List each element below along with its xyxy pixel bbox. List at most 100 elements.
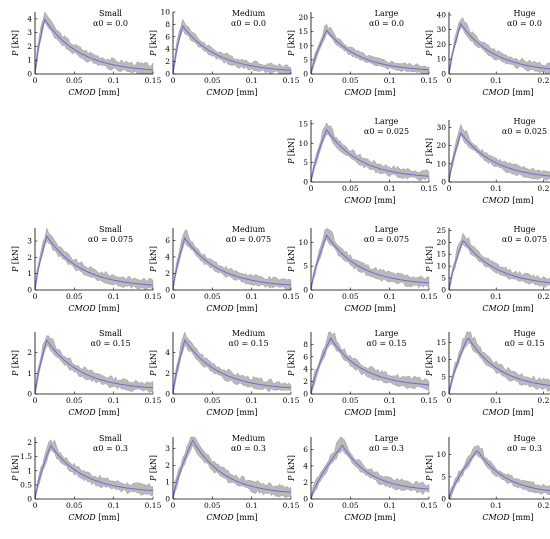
y-tick-label: 4 bbox=[303, 365, 308, 374]
x-axis-unit: [mm] bbox=[512, 196, 533, 205]
y-axis-unit: [kN] bbox=[11, 30, 20, 48]
subplot-alpha: α0 = 0.3 bbox=[369, 444, 404, 453]
subplot-title: Large bbox=[375, 117, 399, 126]
x-axis-label: CMOD [mm] bbox=[206, 304, 257, 313]
subplot-alpha: α0 = 0.15 bbox=[228, 339, 268, 348]
model-line bbox=[310, 128, 430, 183]
y-tick-label: 15 bbox=[298, 27, 308, 36]
y-tick-label: 0 bbox=[165, 390, 170, 399]
subplot-title: Huge bbox=[514, 434, 536, 443]
envelope-band bbox=[310, 228, 430, 291]
subplot-title: Huge bbox=[514, 117, 536, 126]
subplot-title: Medium bbox=[232, 329, 266, 338]
x-tick-label: 0.05 bbox=[342, 76, 359, 85]
subplot-title: Small bbox=[99, 9, 122, 18]
y-tick-label: 0 bbox=[165, 286, 170, 295]
x-tick-label: 0.15 bbox=[283, 292, 300, 301]
y-axis-unit: [kN] bbox=[287, 30, 296, 48]
x-axis-label: CMOD [mm] bbox=[482, 513, 533, 522]
y-tick-label: 15 bbox=[436, 338, 446, 347]
y-axis-unit: [kN] bbox=[149, 246, 158, 264]
y-tick-label: 3 bbox=[165, 444, 170, 453]
x-axis-unit: [mm] bbox=[98, 408, 119, 417]
x-axis-unit: [mm] bbox=[512, 304, 533, 313]
y-tick-label: 0 bbox=[441, 390, 446, 399]
y-axis-label: P [kN] bbox=[425, 350, 434, 377]
y-axis-unit: [kN] bbox=[425, 246, 434, 264]
y-axis-unit: [kN] bbox=[425, 350, 434, 368]
x-axis-label: CMOD [mm] bbox=[344, 88, 395, 97]
x-axis-unit: [mm] bbox=[512, 513, 533, 522]
subplot: 0 0.05 0.1 0.15 0 1 2 3 CMOD [mm] P [kN] Mediumα0 … bbox=[149, 434, 300, 522]
x-axis-unit: [mm] bbox=[98, 513, 119, 522]
y-tick-label: 2 bbox=[165, 269, 170, 278]
x-axis-label: CMOD [mm] bbox=[482, 408, 533, 417]
y-axis-unit: [kN] bbox=[149, 350, 158, 368]
y-axis-unit: [kN] bbox=[287, 138, 296, 156]
x-tick-label: 0.1 bbox=[246, 76, 258, 85]
x-tick-label: 0 bbox=[33, 501, 38, 510]
subplot-alpha: α0 = 0.0 bbox=[231, 19, 266, 28]
model-line bbox=[172, 236, 292, 291]
model-line bbox=[34, 339, 154, 395]
x-tick-label: 0.05 bbox=[66, 396, 83, 405]
y-tick-label: 30 bbox=[436, 25, 446, 34]
x-tick-label: 0 bbox=[33, 292, 38, 301]
x-tick-label: 0.05 bbox=[204, 292, 221, 301]
x-axis-label: CMOD [mm] bbox=[482, 304, 533, 313]
subplot: 0 0.05 0.1 0.15 0 2 4 6 CMOD [mm] P [kN] Mediumα0 … bbox=[149, 225, 300, 313]
y-axis-unit: [kN] bbox=[425, 455, 434, 473]
y-tick-label: 0 bbox=[27, 70, 32, 79]
x-axis-label: CMOD [mm] bbox=[344, 408, 395, 417]
y-axis-label: P [kN] bbox=[11, 455, 20, 482]
x-tick-label: 0.1 bbox=[490, 76, 502, 85]
x-tick-label: 0.15 bbox=[421, 184, 438, 193]
y-axis-label: P [kN] bbox=[287, 350, 296, 377]
y-axis-label: P [kN] bbox=[287, 138, 296, 165]
y-tick-label: 30 bbox=[436, 123, 446, 132]
x-tick-label: 0.1 bbox=[384, 76, 396, 85]
subplot-alpha: α0 = 0.075 bbox=[364, 235, 409, 244]
y-tick-label: 4 bbox=[27, 14, 32, 23]
x-tick-label: 0 bbox=[171, 76, 176, 85]
y-axis-label: P [kN] bbox=[425, 246, 434, 273]
y-tick-label: 0 bbox=[303, 70, 308, 79]
y-tick-label: 4 bbox=[165, 252, 170, 261]
x-axis-unit: [mm] bbox=[236, 304, 257, 313]
y-tick-label: 0 bbox=[27, 286, 32, 295]
x-axis-unit: [mm] bbox=[374, 513, 395, 522]
x-axis-label: CMOD [mm] bbox=[68, 88, 119, 97]
x-tick-label: 0 bbox=[309, 76, 314, 85]
x-axis-label: CMOD [mm] bbox=[206, 408, 257, 417]
x-tick-label: 0.1 bbox=[246, 396, 258, 405]
x-tick-label: 0.05 bbox=[342, 396, 359, 405]
y-axis-label: P [kN] bbox=[11, 350, 20, 377]
subplot-alpha: α0 = 0.0 bbox=[369, 19, 404, 28]
y-tick-label: 5 bbox=[441, 274, 446, 283]
y-tick-label: 0 bbox=[303, 390, 308, 399]
y-axis-label: P [kN] bbox=[149, 455, 158, 482]
y-tick-label: 0.5 bbox=[20, 480, 32, 489]
x-axis-label: CMOD [mm] bbox=[482, 196, 533, 205]
y-axis-label: P [kN] bbox=[149, 30, 158, 57]
envelope-band bbox=[310, 24, 430, 75]
y-tick-label: 6 bbox=[165, 32, 170, 41]
y-tick-label: 15 bbox=[298, 119, 308, 128]
y-tick-label: 5 bbox=[303, 158, 308, 167]
subplot: 0 0.05 0.1 0.15 0 5 10 15 CMOD [mm] P [kN] Largeα0… bbox=[287, 117, 438, 205]
y-tick-label: 5 bbox=[441, 472, 446, 481]
y-tick-label: 1 bbox=[27, 466, 32, 475]
x-tick-label: 0 bbox=[309, 396, 314, 405]
subplot-title: Small bbox=[99, 434, 122, 443]
subplot-alpha: α0 = 0.075 bbox=[502, 235, 547, 244]
x-tick-label: 0 bbox=[447, 292, 452, 301]
model-line bbox=[310, 337, 430, 395]
x-axis-label: CMOD [mm] bbox=[206, 88, 257, 97]
subplot: 0 0.05 0.1 0.15 0 1 2 3 4 CMOD [mm] P [kN] Smallα0 … bbox=[11, 9, 162, 97]
x-axis-label: CMOD [mm] bbox=[344, 304, 395, 313]
y-axis-unit: [kN] bbox=[149, 455, 158, 473]
x-tick-label: 0.15 bbox=[421, 292, 438, 301]
